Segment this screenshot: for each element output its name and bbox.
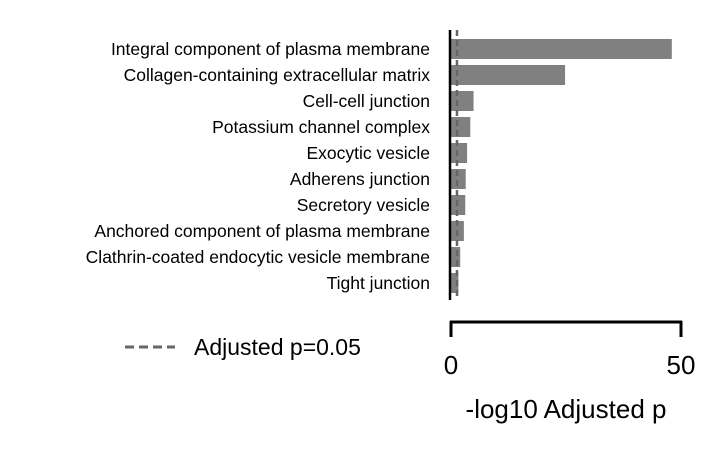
bars-group xyxy=(451,39,672,293)
legend: Adjusted p=0.05 xyxy=(125,334,361,360)
category-label-3: Cell-cell junction xyxy=(303,91,430,111)
bar-3 xyxy=(451,91,474,111)
x-axis-title: -log10 Adjusted p xyxy=(466,394,667,424)
bar-9 xyxy=(451,247,461,267)
bar-2 xyxy=(451,65,566,85)
bar-10 xyxy=(451,273,459,293)
bar-4 xyxy=(451,117,471,137)
category-label-6: Adherens junction xyxy=(290,169,430,189)
category-label-5: Exocytic vesicle xyxy=(306,143,430,163)
bar-1 xyxy=(451,39,672,59)
category-label-7: Secretory vesicle xyxy=(297,195,430,215)
category-label-4: Potassium channel complex xyxy=(212,117,430,137)
category-label-8: Anchored component of plasma membrane xyxy=(94,221,430,241)
category-label-9: Clathrin-coated endocytic vesicle membra… xyxy=(86,247,430,267)
x-tick-label-2: 50 xyxy=(667,350,696,380)
category-label-10: Tight junction xyxy=(327,273,430,293)
x-tick-label-1: 0 xyxy=(444,350,458,380)
category-label-1: Integral component of plasma membrane xyxy=(111,39,430,59)
category-labels: Integral component of plasma membrane Col… xyxy=(86,39,431,293)
x-ticks: 0 50 xyxy=(444,321,696,380)
bar-5 xyxy=(451,143,468,163)
bar-6 xyxy=(451,169,466,189)
category-label-2: Collagen-containing extracellular matrix xyxy=(124,65,431,85)
legend-label: Adjusted p=0.05 xyxy=(194,334,361,360)
x-axis: 0 50 xyxy=(444,320,696,380)
